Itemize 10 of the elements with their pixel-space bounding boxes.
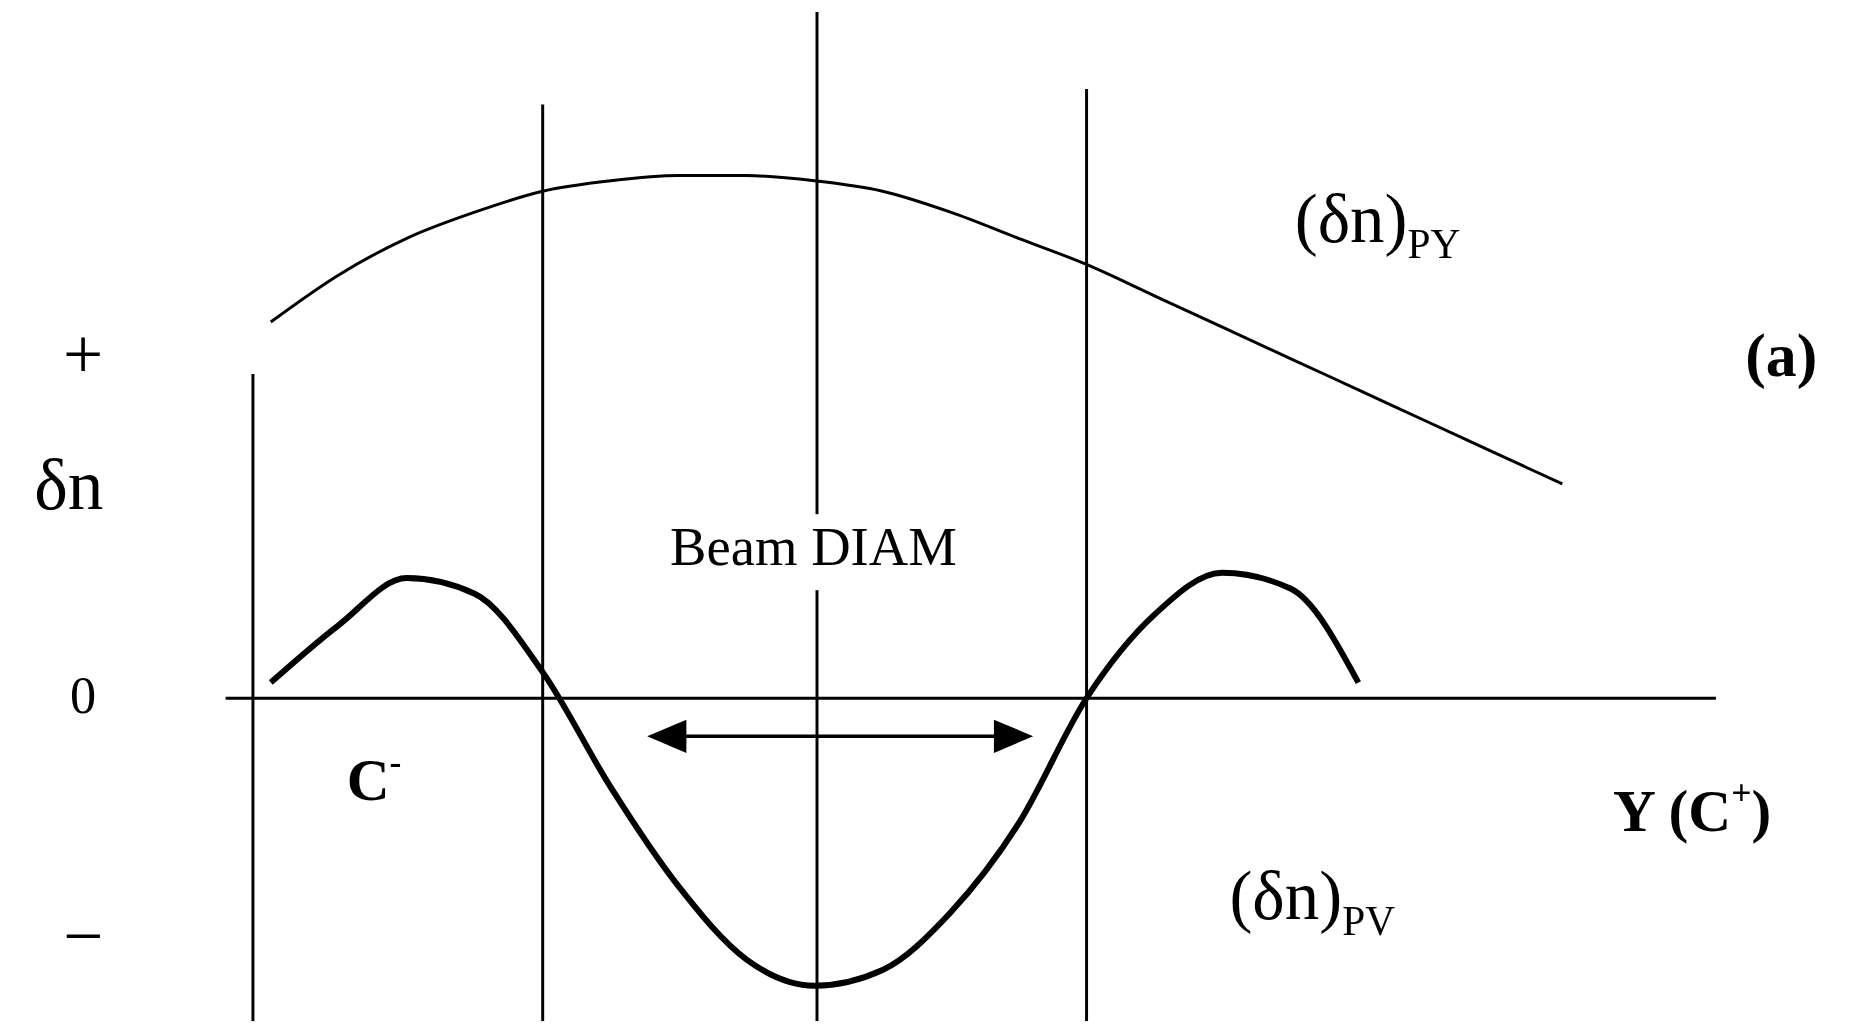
x-axis-title: Y (C$^{+}$)	[1613, 773, 1772, 844]
series-label: (δn)$_{PY}$	[1294, 180, 1461, 268]
text: (a)	[1745, 321, 1818, 391]
annotation: Beam DIAM	[670, 515, 957, 577]
text: +	[63, 315, 104, 394]
text: −	[63, 897, 104, 976]
text: (δn)$_{PV}$	[1229, 857, 1396, 944]
annotation: C$^{-}$	[346, 742, 402, 813]
text: 0	[70, 665, 97, 724]
y-axis-title: δn	[34, 446, 104, 525]
